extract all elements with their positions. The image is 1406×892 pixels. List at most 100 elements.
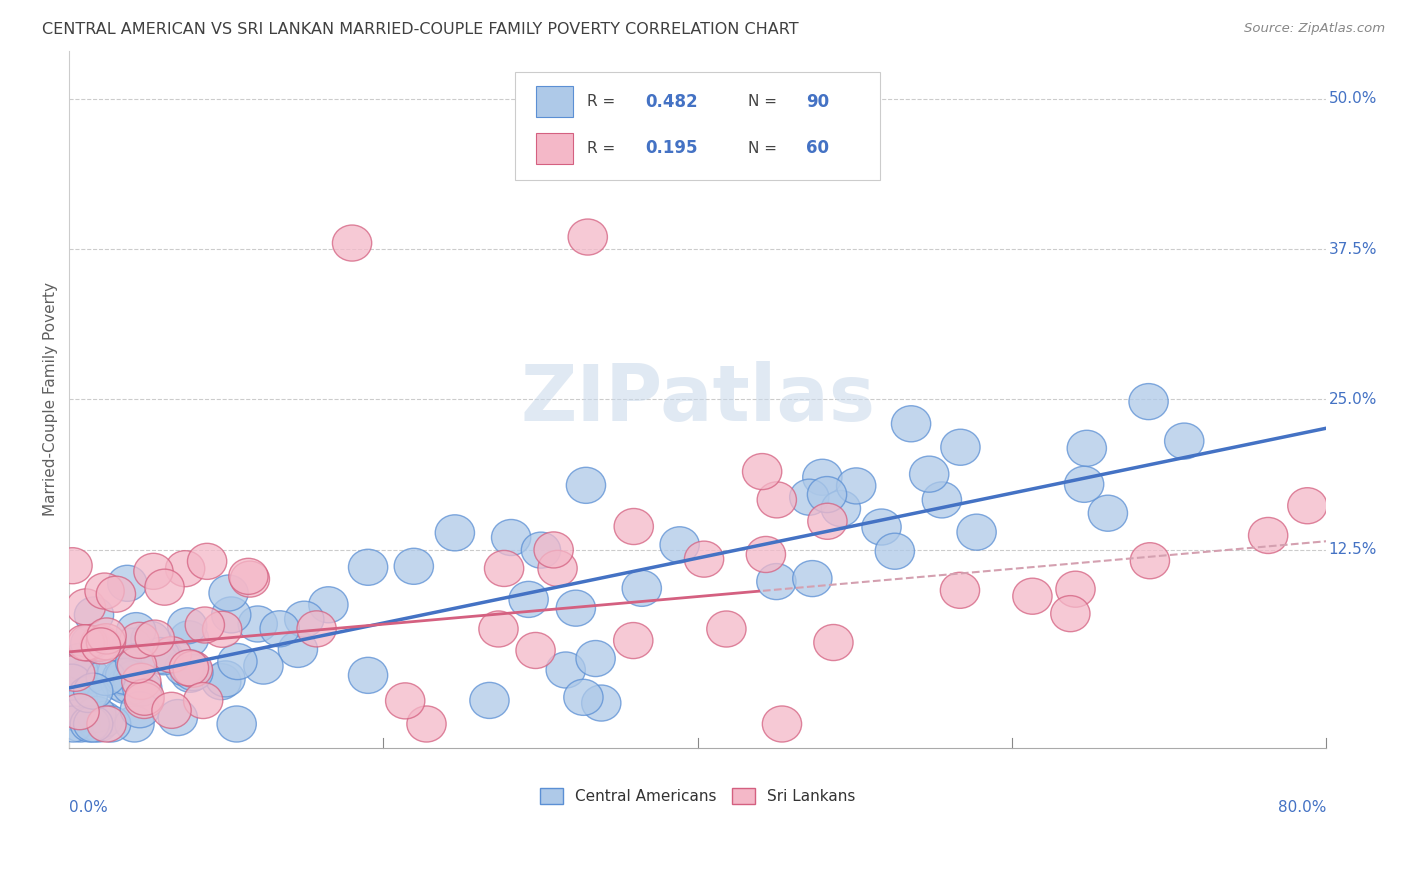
Ellipse shape — [516, 632, 555, 668]
Ellipse shape — [814, 624, 853, 661]
Ellipse shape — [707, 611, 747, 647]
Ellipse shape — [1050, 596, 1090, 632]
Ellipse shape — [479, 611, 519, 647]
Ellipse shape — [91, 706, 131, 742]
Ellipse shape — [790, 479, 830, 516]
Ellipse shape — [1288, 488, 1327, 524]
Legend: Central Americans, Sri Lankans: Central Americans, Sri Lankans — [534, 782, 862, 810]
Text: N =: N = — [748, 141, 782, 156]
Ellipse shape — [84, 573, 124, 609]
Ellipse shape — [131, 622, 170, 657]
Ellipse shape — [112, 668, 152, 705]
Ellipse shape — [385, 683, 425, 719]
Y-axis label: Married-Couple Family Poverty: Married-Couple Family Poverty — [44, 283, 58, 516]
Ellipse shape — [125, 679, 165, 715]
Ellipse shape — [112, 661, 152, 697]
Ellipse shape — [260, 611, 299, 647]
Ellipse shape — [112, 628, 152, 664]
Ellipse shape — [621, 570, 661, 607]
Ellipse shape — [69, 676, 108, 713]
Text: 12.5%: 12.5% — [1329, 542, 1376, 558]
Ellipse shape — [522, 533, 561, 568]
Ellipse shape — [1056, 571, 1095, 607]
Ellipse shape — [758, 482, 796, 518]
Ellipse shape — [105, 667, 145, 704]
Ellipse shape — [297, 611, 336, 647]
Ellipse shape — [166, 550, 205, 587]
Ellipse shape — [135, 620, 174, 657]
Ellipse shape — [538, 550, 578, 586]
Ellipse shape — [73, 706, 112, 742]
Text: 0.195: 0.195 — [645, 139, 697, 157]
Ellipse shape — [59, 682, 98, 718]
Ellipse shape — [52, 665, 91, 700]
Ellipse shape — [821, 491, 860, 526]
Ellipse shape — [187, 543, 226, 580]
Ellipse shape — [87, 706, 127, 742]
Ellipse shape — [564, 680, 603, 715]
Ellipse shape — [141, 638, 180, 673]
Ellipse shape — [169, 649, 208, 686]
Ellipse shape — [582, 685, 621, 721]
Ellipse shape — [614, 508, 654, 544]
Ellipse shape — [115, 644, 155, 680]
Ellipse shape — [157, 699, 197, 736]
Ellipse shape — [509, 582, 548, 617]
Ellipse shape — [238, 606, 277, 642]
Ellipse shape — [202, 611, 242, 648]
Ellipse shape — [143, 639, 183, 674]
Ellipse shape — [534, 532, 574, 568]
Ellipse shape — [685, 541, 724, 577]
Ellipse shape — [278, 632, 318, 667]
Ellipse shape — [910, 456, 949, 492]
Ellipse shape — [941, 573, 980, 608]
Ellipse shape — [59, 696, 98, 732]
Text: N =: N = — [748, 94, 782, 109]
Ellipse shape — [211, 597, 250, 633]
Ellipse shape — [73, 673, 112, 709]
Ellipse shape — [86, 659, 125, 696]
Ellipse shape — [891, 406, 931, 442]
Ellipse shape — [115, 706, 155, 742]
Ellipse shape — [229, 558, 269, 594]
Ellipse shape — [77, 697, 115, 732]
Text: 60: 60 — [806, 139, 830, 157]
Ellipse shape — [557, 591, 596, 626]
Ellipse shape — [174, 655, 214, 690]
Ellipse shape — [941, 429, 980, 466]
Ellipse shape — [121, 691, 159, 728]
Ellipse shape — [793, 560, 832, 597]
Ellipse shape — [1249, 517, 1288, 554]
Ellipse shape — [762, 706, 801, 742]
Ellipse shape — [125, 682, 163, 718]
Ellipse shape — [1067, 430, 1107, 467]
Ellipse shape — [59, 652, 98, 689]
Ellipse shape — [546, 652, 585, 688]
Ellipse shape — [862, 509, 901, 545]
Ellipse shape — [332, 225, 371, 261]
Ellipse shape — [82, 628, 121, 664]
Ellipse shape — [122, 664, 160, 699]
FancyBboxPatch shape — [516, 71, 880, 179]
Ellipse shape — [186, 607, 225, 643]
Ellipse shape — [75, 597, 114, 633]
Ellipse shape — [184, 682, 222, 719]
Text: 0.0%: 0.0% — [69, 800, 108, 815]
Ellipse shape — [117, 648, 156, 684]
Ellipse shape — [70, 625, 110, 661]
Text: CENTRAL AMERICAN VS SRI LANKAN MARRIED-COUPLE FAMILY POVERTY CORRELATION CHART: CENTRAL AMERICAN VS SRI LANKAN MARRIED-C… — [42, 22, 799, 37]
Ellipse shape — [1164, 423, 1204, 459]
Text: 50.0%: 50.0% — [1329, 91, 1376, 106]
Ellipse shape — [117, 647, 156, 683]
Ellipse shape — [1064, 467, 1104, 502]
Ellipse shape — [152, 692, 191, 729]
Ellipse shape — [169, 621, 208, 657]
Ellipse shape — [60, 643, 100, 680]
Ellipse shape — [60, 694, 100, 730]
Text: 90: 90 — [806, 93, 830, 111]
Ellipse shape — [218, 643, 257, 680]
Ellipse shape — [875, 533, 914, 569]
Ellipse shape — [53, 548, 93, 583]
Ellipse shape — [152, 637, 191, 673]
Text: 37.5%: 37.5% — [1329, 242, 1378, 257]
